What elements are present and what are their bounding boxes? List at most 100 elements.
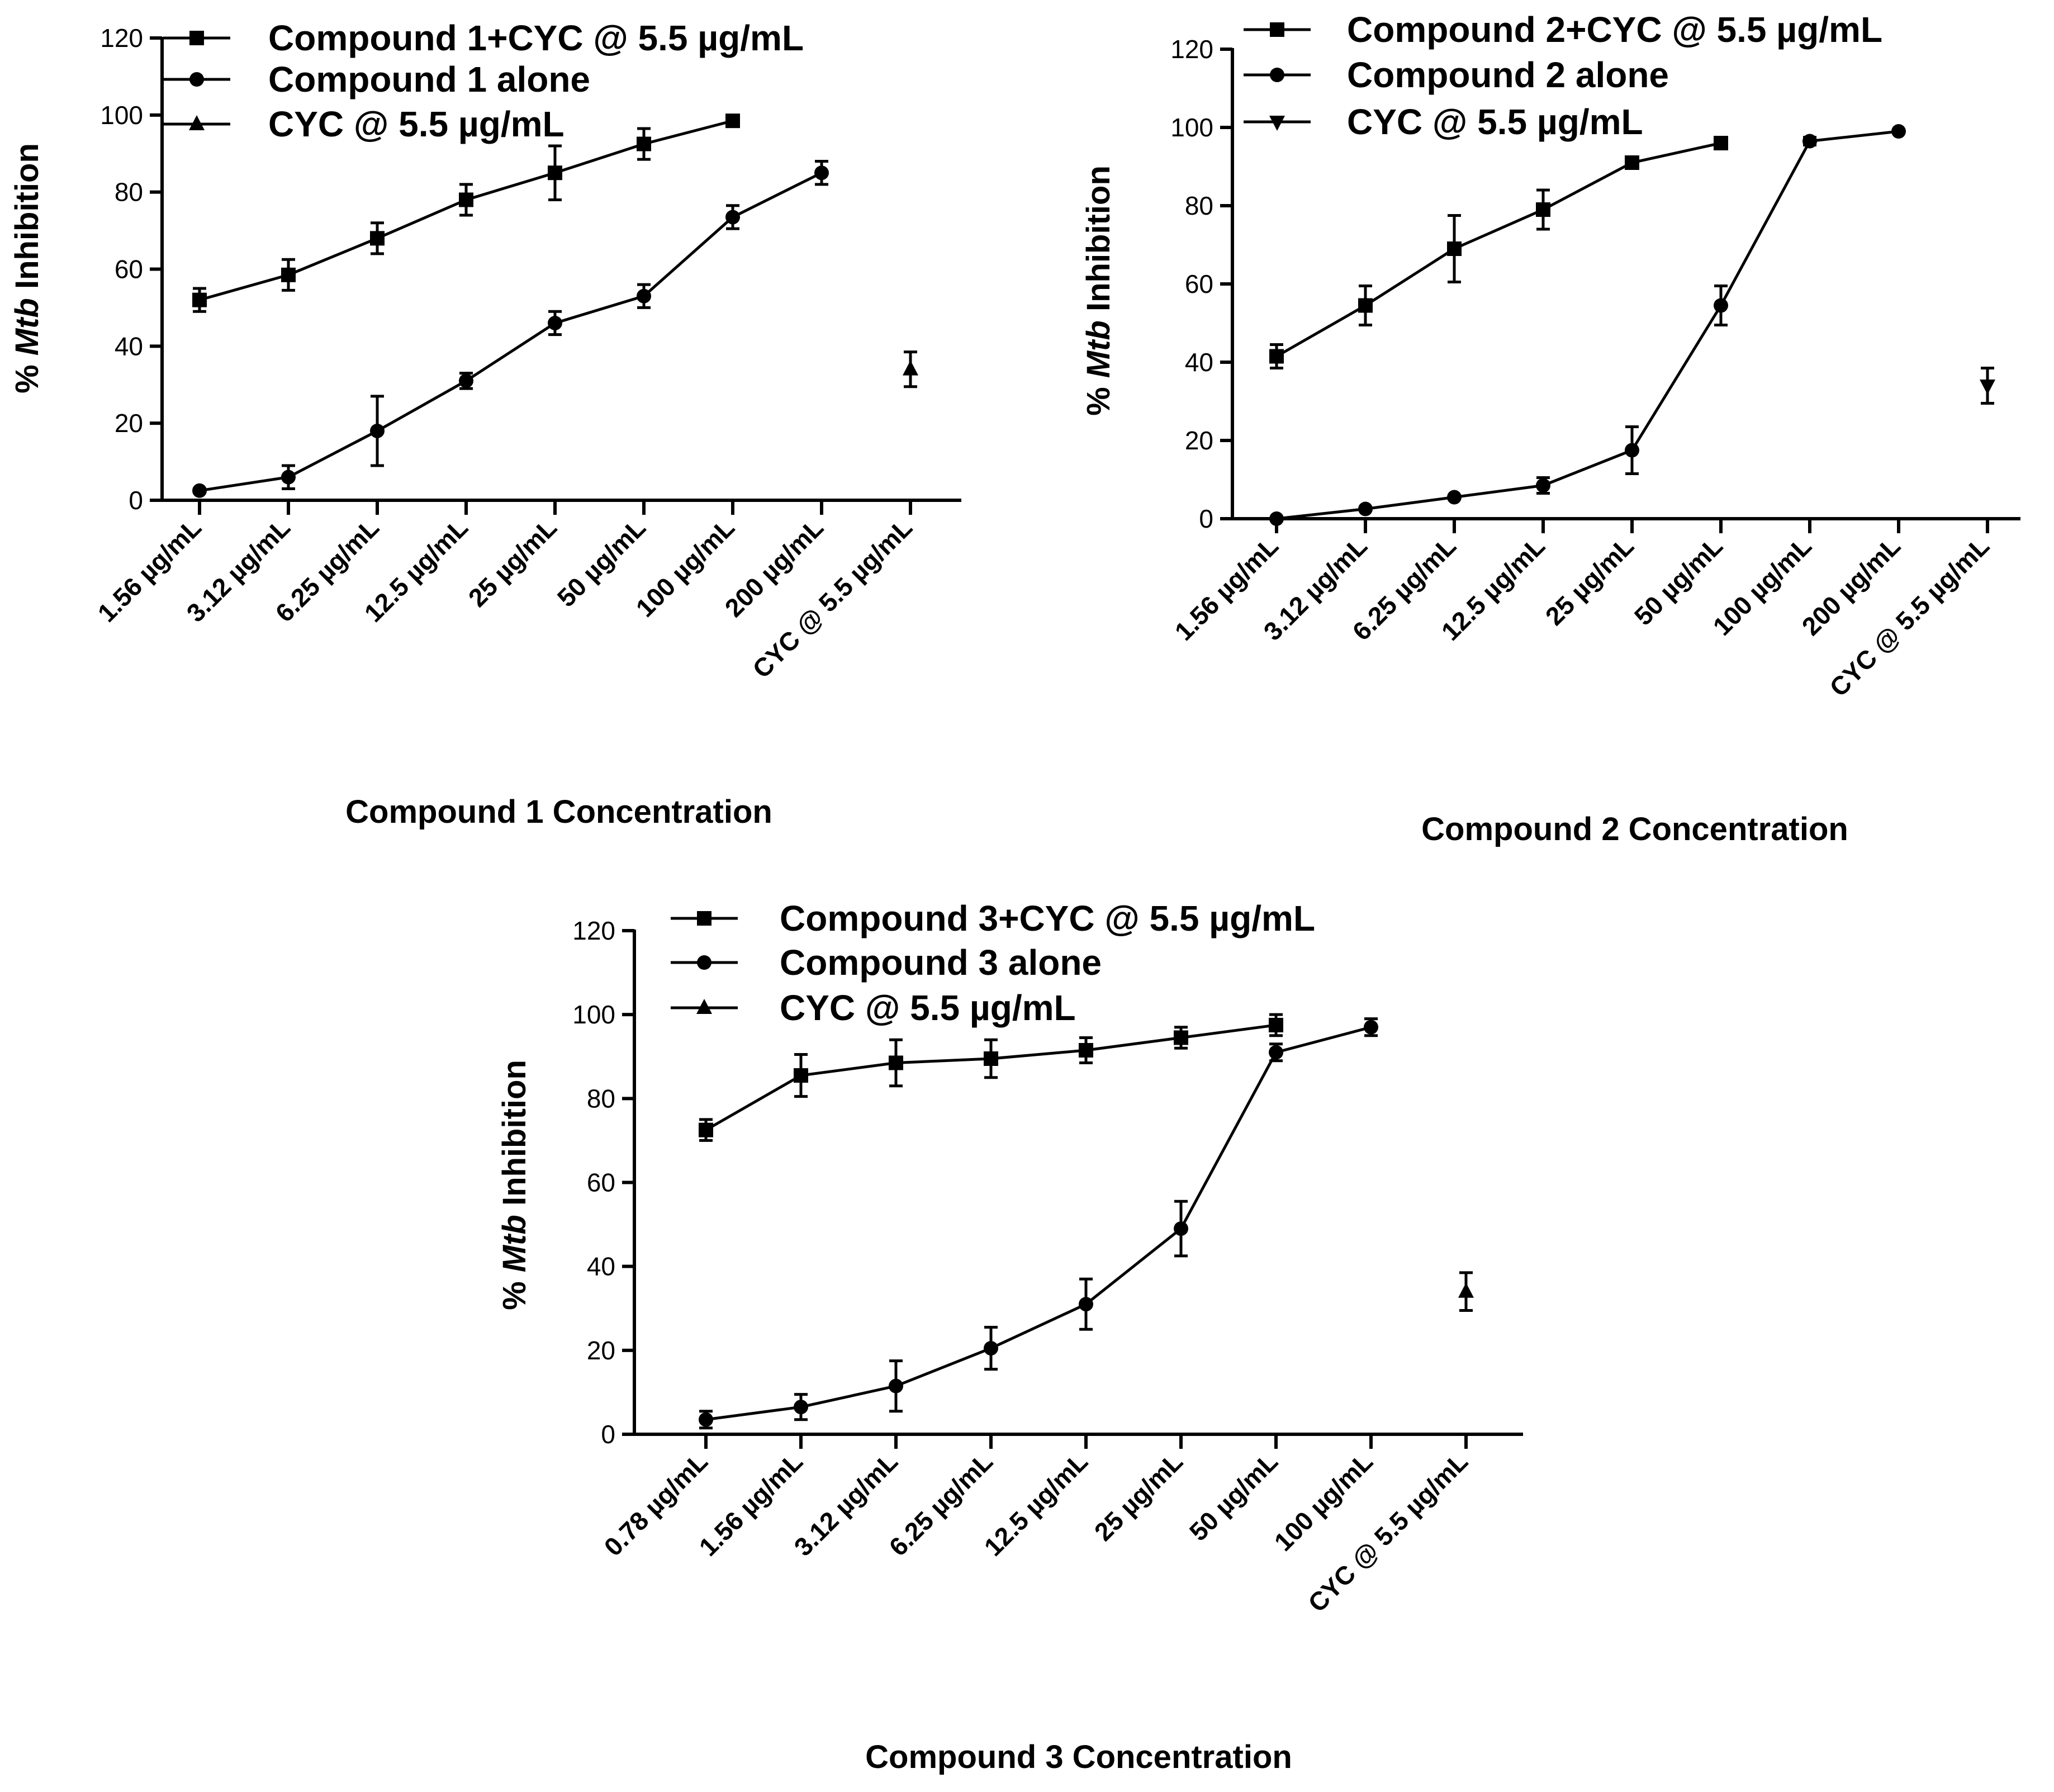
legend-marker	[696, 999, 712, 1014]
legend-label: CYC @ 5.5 µg/mL	[268, 104, 565, 144]
data-point	[1980, 380, 1995, 395]
data-point	[1458, 1282, 1474, 1298]
series-2	[699, 1017, 1378, 1430]
y-tick-label: 20	[1185, 426, 1213, 455]
data-point	[699, 1122, 713, 1137]
data-point	[699, 1412, 713, 1427]
data-point	[889, 1378, 903, 1393]
data-point	[794, 1400, 808, 1415]
legend-marker	[697, 911, 711, 926]
y-tick-label: 80	[115, 178, 143, 207]
legend-marker	[1270, 68, 1284, 82]
x-tick-label: 25 µg/mL	[463, 513, 562, 612]
x-tick-label: 50 µg/mL	[1184, 1447, 1283, 1546]
series-3	[903, 350, 918, 388]
series-1	[699, 1013, 1283, 1142]
data-point	[889, 1055, 903, 1070]
y-tick-label: 60	[115, 255, 143, 284]
data-point	[903, 360, 918, 376]
x-tick-label: CYC @ 5.5 µg/mL	[1302, 1447, 1473, 1618]
data-point	[1269, 349, 1284, 364]
y-tick-label: 20	[587, 1336, 615, 1365]
legend-marker	[189, 31, 204, 45]
data-point	[984, 1051, 998, 1066]
series-2	[1269, 124, 1906, 526]
x-tick-label: CYC @ 5.5 µg/mL	[1824, 531, 1995, 702]
y-tick-label: 40	[587, 1252, 615, 1281]
data-point	[1358, 501, 1373, 516]
y-tick-label: 0	[601, 1420, 615, 1449]
y-tick-label: 0	[129, 486, 143, 515]
series-3	[1458, 1271, 1474, 1312]
legend-label: Compound 2 alone	[1347, 55, 1669, 95]
data-point	[1269, 511, 1284, 526]
data-point	[192, 292, 207, 307]
data-point	[281, 470, 296, 485]
data-point	[1891, 124, 1906, 139]
y-tick-label: 120	[572, 916, 615, 945]
series-2	[192, 160, 829, 498]
series-line	[1276, 130, 1899, 520]
legend-label: Compound 1 alone	[268, 59, 590, 99]
x-axis-title: Compound 2 Concentration	[1421, 811, 1848, 847]
data-point	[1802, 134, 1817, 149]
y-tick-label: 0	[1199, 504, 1213, 533]
series-1	[192, 113, 740, 313]
y-tick-label: 100	[572, 1000, 615, 1029]
legend-marker	[1269, 116, 1285, 131]
x-tick-label: 25 µg/mL	[1540, 531, 1639, 630]
y-tick-label: 40	[115, 331, 143, 361]
data-point	[1536, 202, 1550, 217]
legend-label: Compound 2+CYC @ 5.5 µg/mL	[1347, 10, 1882, 50]
data-point	[459, 192, 473, 207]
y-tick-label: 100	[100, 101, 143, 130]
data-point	[725, 210, 740, 225]
legend-label: Compound 3 alone	[780, 942, 1102, 983]
x-tick-label: 25 µg/mL	[1089, 1447, 1188, 1546]
y-tick-label: 80	[587, 1084, 615, 1113]
y-tick-label: 100	[1170, 113, 1213, 142]
y-tick-label: 80	[1185, 191, 1213, 220]
data-point	[1174, 1221, 1188, 1236]
series-line	[1275, 141, 1721, 358]
data-point	[1364, 1020, 1378, 1035]
legend-label: CYC @ 5.5 µg/mL	[1347, 102, 1643, 142]
data-point	[192, 483, 207, 498]
data-point	[548, 165, 562, 181]
x-axis-title: Compound 3 Concentration	[865, 1739, 1292, 1775]
x-axis-title: Compound 1 Concentration	[345, 794, 772, 830]
x-tick-label: 12.5 µg/mL	[979, 1447, 1094, 1562]
data-point	[459, 373, 473, 388]
y-axis-title: % Mtb Inhibition	[1080, 165, 1117, 416]
legend-marker	[697, 955, 711, 970]
data-point	[1447, 490, 1462, 505]
data-point	[1714, 298, 1728, 313]
series-3	[1980, 367, 1995, 405]
legend-label: Compound 1+CYC @ 5.5 µg/mL	[268, 18, 804, 58]
data-point	[637, 136, 651, 151]
y-tick-label: 120	[100, 23, 143, 53]
data-point	[1269, 1045, 1283, 1060]
series-1	[1269, 136, 1728, 369]
data-point	[984, 1341, 998, 1356]
y-tick-label: 40	[1185, 348, 1213, 377]
data-point	[281, 267, 296, 282]
y-axis-title: % Mtb Inhibition	[9, 143, 45, 394]
data-point	[637, 288, 651, 304]
legend-marker	[189, 72, 204, 87]
y-axis-title: % Mtb Inhibition	[496, 1060, 533, 1310]
data-point	[1174, 1030, 1188, 1045]
legend-marker	[1270, 22, 1284, 37]
series-line	[705, 1026, 1372, 1421]
legend-label: Compound 3+CYC @ 5.5 µg/mL	[780, 898, 1315, 938]
data-point	[814, 165, 829, 181]
y-tick-label: 120	[1170, 35, 1213, 64]
legend-marker	[189, 115, 205, 130]
data-point	[370, 231, 385, 246]
data-point	[1625, 155, 1639, 170]
data-point	[1269, 1017, 1283, 1032]
data-point	[1079, 1042, 1093, 1058]
